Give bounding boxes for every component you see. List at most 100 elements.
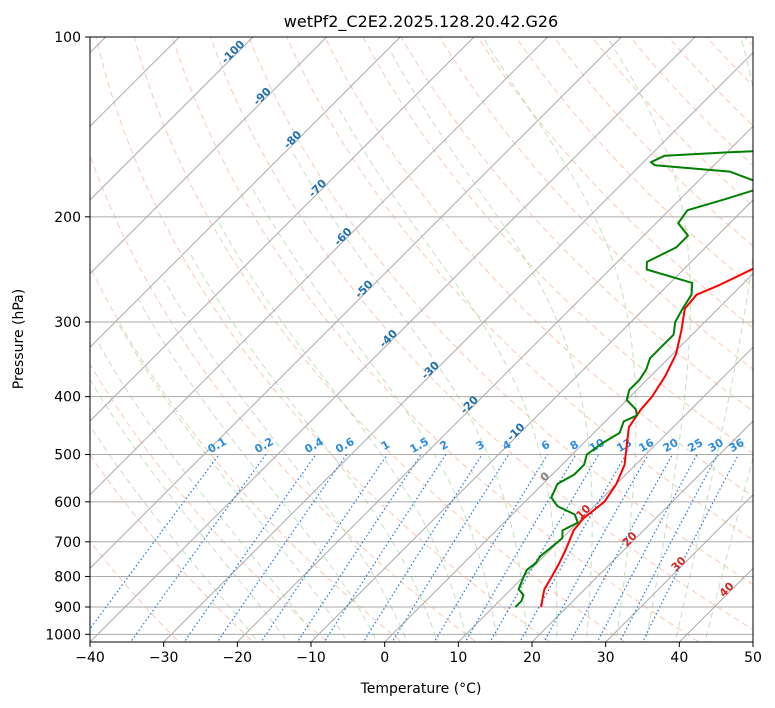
isotherm-label: 20 (620, 529, 640, 549)
y-tick-label: 400 (54, 390, 81, 406)
mixing-ratio-label: 1.5 (408, 435, 431, 456)
dry-adiabat (209, 37, 753, 631)
isotherm-line (384, 272, 753, 642)
dry-adiabat (553, 37, 753, 247)
dry-adiabat (400, 37, 753, 412)
y-axis: 100 200 300 400 500 600 700 800 900 1000 (45, 30, 90, 643)
dry-adiabat (705, 37, 753, 87)
dry-adiabat (477, 37, 753, 329)
mixing-ratio-line (641, 454, 739, 642)
mixing-ratio-label: 16 (637, 436, 657, 455)
isotherm-line (457, 346, 753, 642)
dry-adiabat (591, 37, 753, 207)
y-axis-label: Pressure (hPa) (11, 289, 27, 389)
mixing-ratio-label: 30 (706, 436, 726, 455)
isotherm-line (90, 37, 549, 496)
y-tick-label: 300 (54, 315, 81, 331)
mixing-ratio-label: 25 (685, 436, 705, 455)
mixing-ratio-label: 0.1 (206, 435, 229, 456)
isotherm-label: -40 (377, 327, 400, 350)
isotherm-line (90, 37, 401, 349)
dewpoint-profile-line (514, 150, 753, 608)
dry-adiabat (667, 37, 753, 127)
x-axis: −40 −30 −20 −10 0 10 20 30 40 50 (75, 642, 762, 666)
isotherm-line (605, 493, 753, 642)
x-tick-label: −20 (223, 650, 253, 666)
mixing-ratio-label: 8 (568, 438, 581, 453)
mixing-ratio-label: 1 (379, 438, 392, 453)
moist-adiabat (97, 342, 319, 642)
y-tick-label: 100 (54, 30, 81, 46)
mixing-ratio-line (619, 454, 719, 642)
mixing-ratio-line (362, 454, 483, 642)
mixing-ratio-line (296, 454, 422, 642)
moist-adiabat (137, 299, 378, 642)
mixing-ratio-line (183, 454, 317, 642)
dry-adiabat (171, 37, 700, 642)
x-tick-label: 0 (380, 650, 389, 666)
mixing-ratio-label: 20 (661, 436, 681, 455)
isotherm-label: -50 (352, 277, 375, 300)
mixing-ratio-line (216, 454, 348, 642)
x-tick-label: 40 (670, 650, 688, 666)
isotherm-line (752, 641, 753, 642)
plot-area: 0.1 0.2 0.4 0.6 1 1.5 2 3 4 6 8 10 13 16 20 25 30 36-100-… (90, 24, 775, 647)
dry-adiabat (438, 37, 753, 370)
background-lines (90, 24, 775, 647)
moist-adiabat (90, 378, 289, 642)
moist-adiabat (482, 37, 637, 642)
isotherm-label: -90 (251, 85, 274, 108)
y-tick-label: 1000 (45, 627, 81, 643)
isotherm-line (236, 125, 753, 642)
y-tick-label: 600 (54, 495, 81, 511)
isotherm-label: 30 (669, 554, 689, 574)
dry-adiabat (90, 265, 403, 642)
mixing-ratio-line (129, 454, 267, 642)
isotherm-line (90, 37, 622, 570)
dry-adiabat (90, 540, 180, 642)
isotherm-line (90, 37, 696, 642)
isotherm-line (90, 37, 475, 422)
mixing-ratio-line (569, 454, 673, 642)
mixing-ratio-label: 0.4 (302, 435, 326, 456)
mixing-ratio-line (464, 454, 577, 642)
dry-adiabat (133, 37, 626, 642)
y-tick-label: 800 (54, 569, 81, 585)
isotherm-line (531, 420, 753, 642)
x-tick-label: −10 (296, 650, 326, 666)
profiles (514, 150, 753, 608)
mixing-ratio-label: 36 (727, 436, 747, 455)
mixing-ratio-label: 3 (474, 438, 487, 453)
isotherm-label: 40 (717, 579, 737, 599)
dry-adiabat (95, 37, 552, 642)
moist-adiabat (252, 189, 498, 642)
mixing-ratio-line (391, 454, 510, 642)
isotherm-line (163, 51, 753, 642)
moist-adiabat (116, 321, 348, 642)
mixing-ratio-line (90, 454, 220, 630)
moist-adiabat (163, 279, 408, 642)
isotherm-label: -30 (419, 359, 442, 382)
mixing-ratio-label: 6 (539, 438, 552, 453)
moist-adiabat (218, 222, 468, 642)
isotherm-line (90, 37, 328, 275)
x-tick-label: −30 (149, 650, 179, 666)
temperature-profile-line (540, 267, 753, 608)
isotherm-line (90, 37, 254, 201)
mixing-ratio-line (433, 454, 549, 642)
moist-adiabat (606, 37, 691, 642)
moist-adiabat (704, 456, 753, 642)
isotherm-line (310, 199, 753, 642)
x-axis-label: Temperature (°C) (360, 681, 482, 697)
dry-adiabat (90, 363, 329, 642)
mixing-ratio-line (323, 454, 447, 642)
plot-frame (89, 36, 754, 643)
moist-adiabat (336, 104, 558, 642)
dry-adiabat (770, 24, 775, 647)
mixing-ratio-line (596, 454, 698, 642)
dry-adiabat (90, 154, 477, 642)
chart-title: wetPf2_C2E2.2025.128.20.42.G26 (284, 12, 558, 32)
isotherm-label: -80 (281, 128, 304, 151)
y-tick-label: 700 (54, 535, 81, 551)
